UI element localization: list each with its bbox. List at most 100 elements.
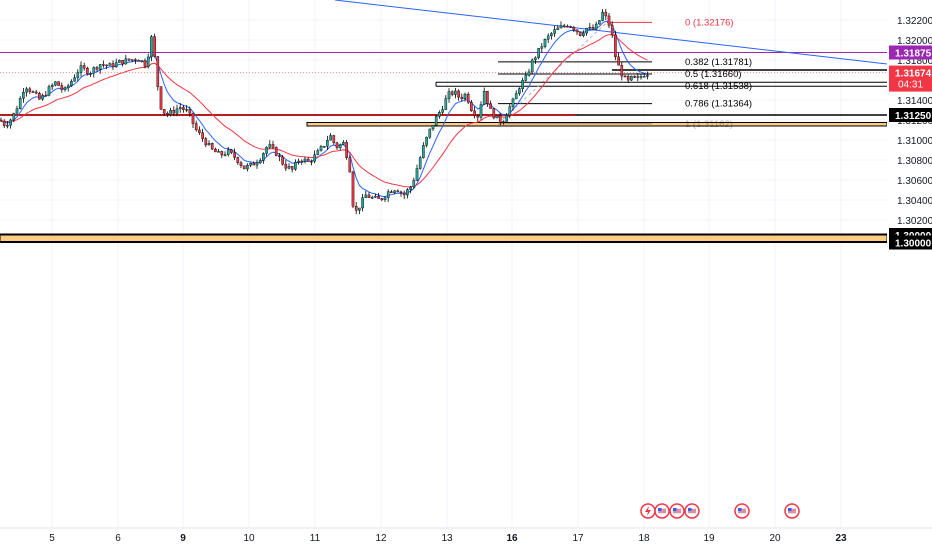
event-flag-uk-icon[interactable] (734, 503, 750, 519)
candle-body (105, 64, 108, 67)
candle-body (226, 149, 230, 155)
candle-body (604, 11, 608, 17)
candle-body (374, 195, 377, 198)
candle-body (63, 87, 67, 90)
candle-body (546, 35, 550, 40)
candle-body (351, 171, 355, 207)
candle-body (518, 88, 521, 94)
candle-body (6, 124, 9, 127)
candle-body (198, 129, 201, 133)
candle-body (50, 84, 54, 87)
y-tick-label: 1.30600 (897, 176, 932, 187)
level-1.29975-tag (889, 235, 932, 250)
candle-body (441, 109, 444, 113)
candle-body (143, 60, 147, 67)
candle-body (271, 144, 275, 148)
candle-body (217, 151, 220, 153)
candle-body (428, 128, 432, 138)
ema-fast-line (0, 20, 648, 198)
candle-body (329, 135, 332, 141)
candle-body (642, 76, 646, 78)
candle-body (543, 39, 547, 47)
y-tick-label: 1.30200 (897, 216, 932, 227)
candle-body (57, 81, 60, 86)
candle-body (338, 144, 342, 148)
candle-body (249, 162, 252, 166)
x-tick-label: 12 (375, 533, 387, 544)
candle-body (118, 60, 121, 63)
candle-body (495, 115, 499, 119)
event-flag-us-icon[interactable] (654, 503, 670, 519)
candle-body (466, 93, 470, 103)
candle-body (0, 119, 3, 122)
economic-events[interactable] (640, 503, 800, 519)
candle-body (121, 60, 124, 65)
candle-body (265, 147, 268, 154)
x-tick-label: 6 (115, 533, 121, 544)
event-flash-icon[interactable] (640, 503, 656, 519)
candle-body (377, 195, 380, 199)
candle-body (521, 80, 524, 89)
candle-body (569, 26, 572, 28)
candle-body (326, 140, 329, 147)
candle-body (393, 190, 396, 193)
x-tick-label: 18 (638, 533, 650, 544)
x-tick-label: 17 (572, 533, 584, 544)
candle-body (294, 161, 297, 170)
candle-body (559, 25, 563, 29)
candle-body (623, 75, 627, 78)
candle-body (409, 186, 412, 190)
level-1.31250-tag-text: 1.31250 (895, 111, 932, 122)
candle-body (402, 192, 406, 196)
candle-body (12, 112, 16, 121)
event-flag-us-icon[interactable] (669, 503, 685, 519)
time-axis-bg (0, 528, 932, 550)
candle-body (585, 27, 588, 34)
candle-body (246, 165, 249, 170)
candle-body (70, 80, 73, 86)
candle-body (210, 143, 214, 150)
candle-body (15, 108, 19, 114)
candle-body (620, 65, 624, 77)
candle-body (310, 160, 313, 163)
fib-label-0.786: 0.786 (1.31364) (685, 99, 752, 110)
candle-body (150, 36, 153, 58)
candle-body (492, 108, 496, 119)
candle-body (553, 29, 556, 34)
candle-body (134, 59, 137, 61)
candle-body (111, 63, 115, 68)
candle-body (479, 104, 483, 118)
candle-body (214, 148, 217, 153)
y-tick-label: 1.31000 (897, 136, 932, 147)
candle-body (38, 93, 41, 100)
candle-body (639, 76, 643, 78)
candle-body (274, 147, 278, 156)
candle-body (431, 125, 435, 130)
candle-body (364, 194, 368, 198)
candle-body (578, 31, 582, 36)
moving-averages (0, 20, 648, 198)
event-flag-us-icon[interactable] (684, 503, 700, 519)
candle-body (418, 157, 422, 169)
candle-body (303, 158, 307, 162)
candle-body (524, 75, 528, 81)
horizontal-lines (0, 52, 887, 243)
candle-body (156, 56, 160, 87)
time-axis[interactable]: 5 6 9 10 11 12 13 16 17 18 19 20 23 (0, 527, 932, 550)
candle-body (354, 206, 358, 211)
candle-body (332, 135, 336, 144)
candle-body (319, 146, 323, 151)
candle-body (575, 29, 579, 33)
candle-body (399, 191, 403, 194)
candle-body (9, 119, 12, 126)
candle-body (258, 160, 262, 164)
candle-body (370, 197, 374, 199)
candle-body (572, 27, 576, 31)
candle-body (457, 90, 460, 98)
candle-body (348, 157, 352, 173)
event-flag-uk-icon[interactable] (784, 503, 800, 519)
candle-body (297, 160, 300, 163)
candle-body (108, 63, 112, 66)
